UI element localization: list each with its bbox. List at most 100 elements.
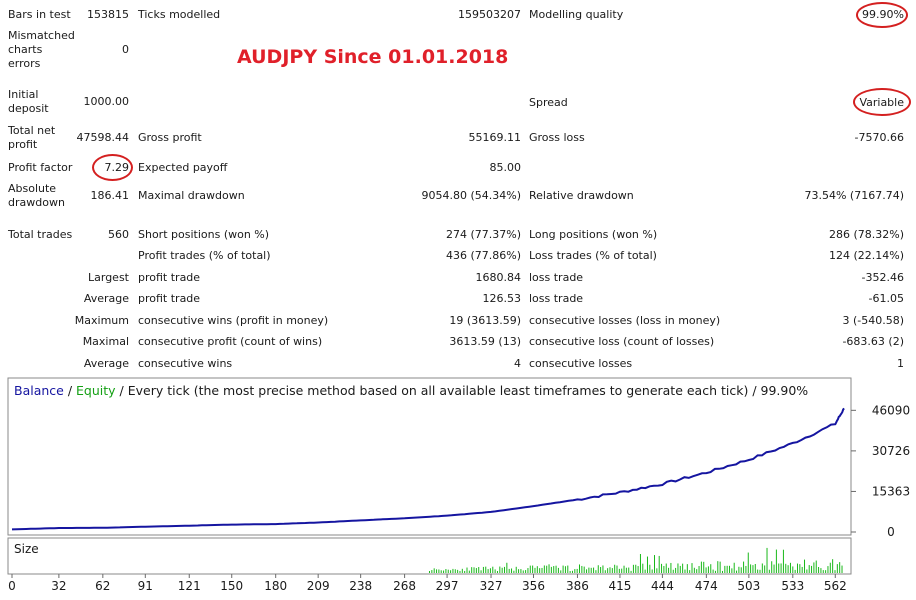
relative-drawdown-value: 73.54% (7167.74) bbox=[804, 189, 904, 202]
maximal-prefix: Maximal bbox=[82, 335, 129, 348]
y-tick-label: 30726 bbox=[872, 444, 910, 458]
mismatched-value: 0 bbox=[122, 43, 129, 56]
largest-prefix: Largest bbox=[88, 271, 129, 284]
balance-line bbox=[11, 407, 845, 531]
total-trades-value: 560 bbox=[108, 228, 129, 241]
expected-payoff-value: 85.00 bbox=[489, 161, 522, 174]
x-tick-label: 209 bbox=[307, 579, 330, 593]
loss-trades-label: Loss trades (% of total) bbox=[529, 249, 657, 262]
loss-trades-value: 124 (22.14%) bbox=[828, 249, 904, 262]
profit-factor-label: Profit factor bbox=[8, 161, 73, 174]
spread-circle bbox=[853, 88, 911, 116]
average-consecutive-wins-label: consecutive wins bbox=[138, 357, 233, 370]
balance-path bbox=[11, 407, 845, 531]
x-tick-label: 297 bbox=[436, 579, 459, 593]
x-tick-label: 503 bbox=[737, 579, 760, 593]
maximal-drawdown-label: Maximal drawdown bbox=[138, 189, 245, 202]
headline: AUDJPY Since 01.01.2018 bbox=[237, 46, 509, 68]
bars-in-test-value: 153815 bbox=[87, 8, 129, 21]
maximum-loss-value: 3 (-540.58) bbox=[842, 314, 904, 327]
gross-profit-value: 55169.11 bbox=[468, 131, 522, 144]
average-loss-label: loss trade bbox=[529, 292, 584, 305]
main-plot-frame bbox=[7, 377, 852, 536]
initial-deposit-value: 1000.00 bbox=[83, 95, 130, 108]
ticks-modelled-label: Ticks modelled bbox=[138, 8, 221, 21]
x-tick-label: 444 bbox=[651, 579, 674, 593]
average-consecutive-wins-value: 4 bbox=[514, 357, 521, 370]
x-tick-label: 91 bbox=[138, 579, 153, 593]
largest-loss-label: loss trade bbox=[529, 271, 584, 284]
gross-loss-label: Gross loss bbox=[529, 131, 585, 144]
y-axis-ticks: 46090 30726 15363 0 bbox=[851, 403, 910, 539]
total-net-profit-label: Total net profit bbox=[8, 124, 56, 151]
largest-profit-label: profit trade bbox=[138, 271, 201, 284]
x-tick-label: 415 bbox=[608, 579, 631, 593]
legend-equity: Equity bbox=[76, 383, 116, 398]
average-consecutive-prefix: Average bbox=[83, 357, 129, 370]
bars-in-test-label: Bars in test bbox=[8, 8, 71, 21]
y-tick-label: 46090 bbox=[872, 403, 910, 417]
x-tick-label: 150 bbox=[220, 579, 243, 593]
profit-factor-circle bbox=[92, 154, 133, 181]
total-trades-label: Total trades bbox=[8, 228, 73, 241]
legend-sep2: / bbox=[116, 383, 128, 398]
balance-chart: Balance / Equity / Every tick (the most … bbox=[7, 377, 910, 593]
absolute-drawdown-value: 186.41 bbox=[90, 189, 130, 202]
maximal-profit-label: consecutive profit (count of wins) bbox=[138, 335, 323, 348]
x-tick-label: 356 bbox=[522, 579, 545, 593]
gross-profit-label: Gross profit bbox=[138, 131, 202, 144]
maximum-prefix: Maximum bbox=[74, 314, 129, 327]
modelling-quality-circle bbox=[856, 2, 908, 28]
x-tick-label: 533 bbox=[781, 579, 804, 593]
average-consecutive-losses-value: 1 bbox=[897, 357, 904, 370]
maximal-loss-value: -683.63 (2) bbox=[842, 335, 904, 348]
x-tick-label: 562 bbox=[824, 579, 847, 593]
gross-loss-value: -7570.66 bbox=[854, 131, 904, 144]
x-axis-ticks: 0 32 62 91 121 150 180 209 238 268 297 327 356 386 415… bbox=[8, 574, 847, 593]
x-tick-label: 62 bbox=[95, 579, 110, 593]
y-tick-label: 15363 bbox=[872, 484, 910, 498]
x-tick-label: 474 bbox=[695, 579, 718, 593]
profit-trades-label: Profit trades (% of total) bbox=[138, 249, 271, 262]
x-tick-label: 268 bbox=[393, 579, 416, 593]
largest-profit-value: 1680.84 bbox=[475, 271, 522, 284]
x-tick-label: 238 bbox=[349, 579, 372, 593]
x-tick-label: 386 bbox=[566, 579, 589, 593]
profit-trades-value: 436 (77.86%) bbox=[445, 249, 521, 262]
average-profit-value: 126.53 bbox=[482, 292, 522, 305]
volume-bars bbox=[429, 547, 843, 573]
expected-payoff-label: Expected payoff bbox=[138, 161, 228, 174]
long-positions-label: Long positions (won %) bbox=[529, 228, 658, 241]
maximal-drawdown-value: 9054.80 (54.34%) bbox=[421, 189, 521, 202]
average-profit-label: profit trade bbox=[138, 292, 201, 305]
x-tick-label: 121 bbox=[178, 579, 201, 593]
x-tick-label: 180 bbox=[264, 579, 287, 593]
average-consecutive-losses-label: consecutive losses bbox=[529, 357, 633, 370]
legend-balance: Balance bbox=[14, 383, 64, 398]
initial-deposit-label: Initial deposit bbox=[8, 88, 49, 115]
x-tick-label: 327 bbox=[480, 579, 503, 593]
spread-label: Spread bbox=[529, 96, 568, 109]
legend-sep1: / bbox=[64, 383, 76, 398]
mismatched-label: Mismatched charts errors bbox=[8, 29, 75, 70]
legend-description: Every tick (the most precise method base… bbox=[128, 383, 809, 398]
x-tick-label: 32 bbox=[51, 579, 66, 593]
maximal-loss-label: consecutive loss (count of losses) bbox=[529, 335, 715, 348]
maximum-profit-label: consecutive wins (profit in money) bbox=[138, 314, 329, 327]
long-positions-value: 286 (78.32%) bbox=[828, 228, 904, 241]
modelling-quality-label: Modelling quality bbox=[529, 8, 624, 21]
x-tick-label: 0 bbox=[8, 579, 16, 593]
y-tick-label: 0 bbox=[887, 525, 895, 539]
short-positions-label: Short positions (won %) bbox=[138, 228, 270, 241]
maximum-loss-label: consecutive losses (loss in money) bbox=[529, 314, 721, 327]
absolute-drawdown-label: Absolute drawdown bbox=[8, 182, 65, 209]
average-loss-value: -61.05 bbox=[868, 292, 904, 305]
total-net-profit-value: 47598.44 bbox=[76, 131, 130, 144]
chart-legend: Balance / Equity / Every tick (the most … bbox=[14, 383, 808, 398]
ticks-modelled-value: 159503207 bbox=[458, 8, 521, 21]
relative-drawdown-label: Relative drawdown bbox=[529, 189, 634, 202]
largest-loss-value: -352.46 bbox=[861, 271, 904, 284]
average-prefix: Average bbox=[83, 292, 129, 305]
maximal-profit-value: 3613.59 (13) bbox=[449, 335, 521, 348]
short-positions-value: 274 (77.37%) bbox=[445, 228, 521, 241]
